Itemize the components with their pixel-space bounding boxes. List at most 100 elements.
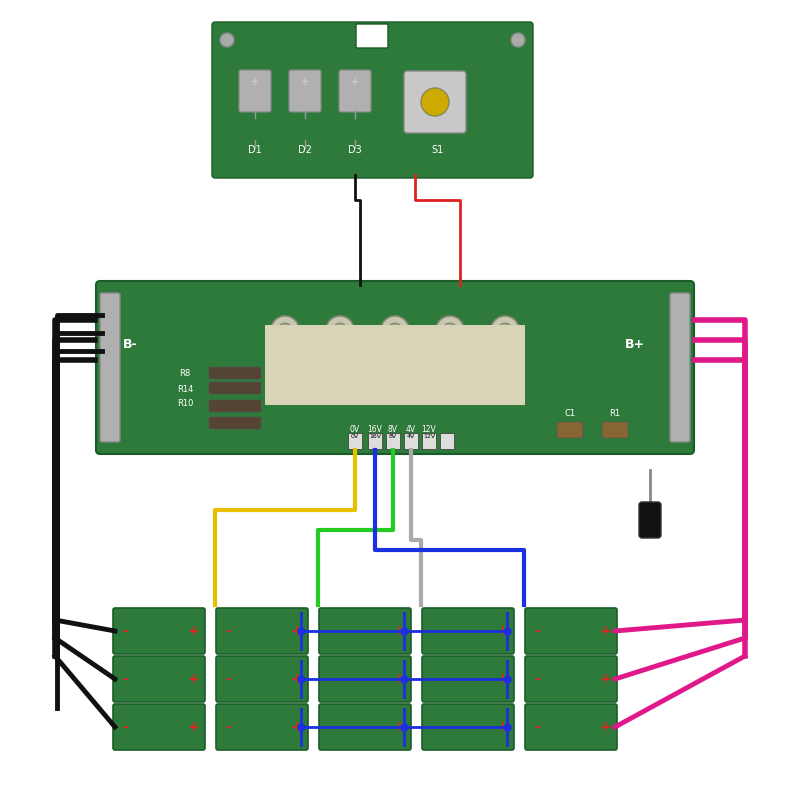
Text: -: - bbox=[534, 624, 540, 638]
Text: D3: D3 bbox=[348, 145, 362, 155]
Text: -: - bbox=[534, 720, 540, 734]
Text: 16V: 16V bbox=[367, 425, 382, 434]
Circle shape bbox=[421, 88, 449, 116]
Text: +: + bbox=[599, 624, 611, 638]
Text: 12V: 12V bbox=[423, 434, 435, 439]
Circle shape bbox=[381, 366, 409, 394]
FancyBboxPatch shape bbox=[96, 281, 694, 454]
Bar bbox=[265, 325, 525, 405]
Circle shape bbox=[491, 366, 519, 394]
Text: 0V: 0V bbox=[350, 425, 360, 434]
Text: +: + bbox=[393, 624, 405, 638]
Text: +: + bbox=[393, 672, 405, 686]
FancyBboxPatch shape bbox=[100, 293, 120, 442]
Circle shape bbox=[220, 33, 234, 47]
Circle shape bbox=[278, 373, 292, 387]
Text: 4V: 4V bbox=[406, 425, 416, 434]
Text: -: - bbox=[122, 624, 128, 638]
Text: B-: B- bbox=[122, 338, 138, 351]
FancyBboxPatch shape bbox=[602, 422, 628, 438]
FancyBboxPatch shape bbox=[319, 656, 411, 702]
Text: 4V: 4V bbox=[407, 434, 415, 439]
FancyBboxPatch shape bbox=[113, 608, 205, 654]
FancyBboxPatch shape bbox=[422, 656, 514, 702]
Circle shape bbox=[381, 316, 409, 344]
FancyBboxPatch shape bbox=[113, 704, 205, 750]
Text: R8: R8 bbox=[179, 370, 190, 378]
FancyBboxPatch shape bbox=[216, 608, 308, 654]
Circle shape bbox=[511, 33, 525, 47]
Text: D1: D1 bbox=[248, 145, 262, 155]
FancyBboxPatch shape bbox=[239, 70, 271, 112]
FancyBboxPatch shape bbox=[356, 24, 388, 48]
Text: +: + bbox=[496, 720, 508, 734]
FancyBboxPatch shape bbox=[216, 656, 308, 702]
Circle shape bbox=[271, 316, 299, 344]
FancyBboxPatch shape bbox=[289, 70, 321, 112]
FancyBboxPatch shape bbox=[670, 293, 690, 442]
FancyBboxPatch shape bbox=[525, 704, 617, 750]
Circle shape bbox=[491, 316, 519, 344]
Text: -: - bbox=[431, 720, 437, 734]
Circle shape bbox=[443, 323, 457, 337]
Text: B+: B+ bbox=[625, 338, 645, 351]
Circle shape bbox=[498, 373, 512, 387]
Text: +: + bbox=[290, 720, 302, 734]
Text: +: + bbox=[351, 77, 359, 87]
Text: -: - bbox=[328, 672, 334, 686]
Text: 8V: 8V bbox=[389, 434, 397, 439]
Text: +: + bbox=[599, 720, 611, 734]
Text: C1: C1 bbox=[565, 409, 575, 418]
Text: +: + bbox=[393, 720, 405, 734]
Text: S1: S1 bbox=[431, 145, 443, 155]
Text: 12V: 12V bbox=[422, 425, 436, 434]
Text: -: - bbox=[225, 720, 231, 734]
FancyBboxPatch shape bbox=[525, 608, 617, 654]
FancyBboxPatch shape bbox=[319, 608, 411, 654]
Text: +: + bbox=[251, 77, 259, 87]
Bar bbox=[386, 433, 400, 449]
Circle shape bbox=[333, 323, 347, 337]
Circle shape bbox=[443, 373, 457, 387]
Text: D2: D2 bbox=[298, 145, 312, 155]
Text: -: - bbox=[328, 720, 334, 734]
FancyBboxPatch shape bbox=[319, 704, 411, 750]
Circle shape bbox=[326, 366, 354, 394]
Text: +: + bbox=[290, 672, 302, 686]
FancyBboxPatch shape bbox=[216, 704, 308, 750]
Text: +: + bbox=[496, 624, 508, 638]
Bar bbox=[368, 433, 382, 449]
Circle shape bbox=[333, 373, 347, 387]
Text: -: - bbox=[122, 672, 128, 686]
Text: 0V: 0V bbox=[351, 434, 359, 439]
FancyBboxPatch shape bbox=[209, 367, 261, 379]
Text: 8V: 8V bbox=[388, 425, 398, 434]
Circle shape bbox=[388, 323, 402, 337]
Bar bbox=[404, 433, 418, 449]
Text: +: + bbox=[187, 672, 199, 686]
Bar bbox=[440, 433, 454, 449]
Text: R1: R1 bbox=[610, 409, 621, 418]
Circle shape bbox=[498, 323, 512, 337]
Text: 16V: 16V bbox=[369, 434, 381, 439]
Text: -: - bbox=[534, 672, 540, 686]
Text: -: - bbox=[431, 672, 437, 686]
Circle shape bbox=[271, 366, 299, 394]
FancyBboxPatch shape bbox=[639, 502, 661, 538]
FancyBboxPatch shape bbox=[525, 656, 617, 702]
Text: +: + bbox=[290, 624, 302, 638]
FancyBboxPatch shape bbox=[209, 400, 261, 412]
Text: +: + bbox=[301, 77, 309, 87]
FancyBboxPatch shape bbox=[113, 656, 205, 702]
FancyBboxPatch shape bbox=[557, 422, 583, 438]
Text: -: - bbox=[328, 624, 334, 638]
Text: -: - bbox=[431, 624, 437, 638]
Circle shape bbox=[436, 316, 464, 344]
Text: +: + bbox=[496, 672, 508, 686]
FancyBboxPatch shape bbox=[404, 71, 466, 133]
Text: R14: R14 bbox=[177, 385, 193, 394]
Text: -: - bbox=[225, 624, 231, 638]
FancyBboxPatch shape bbox=[212, 22, 533, 178]
Text: +: + bbox=[599, 672, 611, 686]
Text: -: - bbox=[225, 672, 231, 686]
